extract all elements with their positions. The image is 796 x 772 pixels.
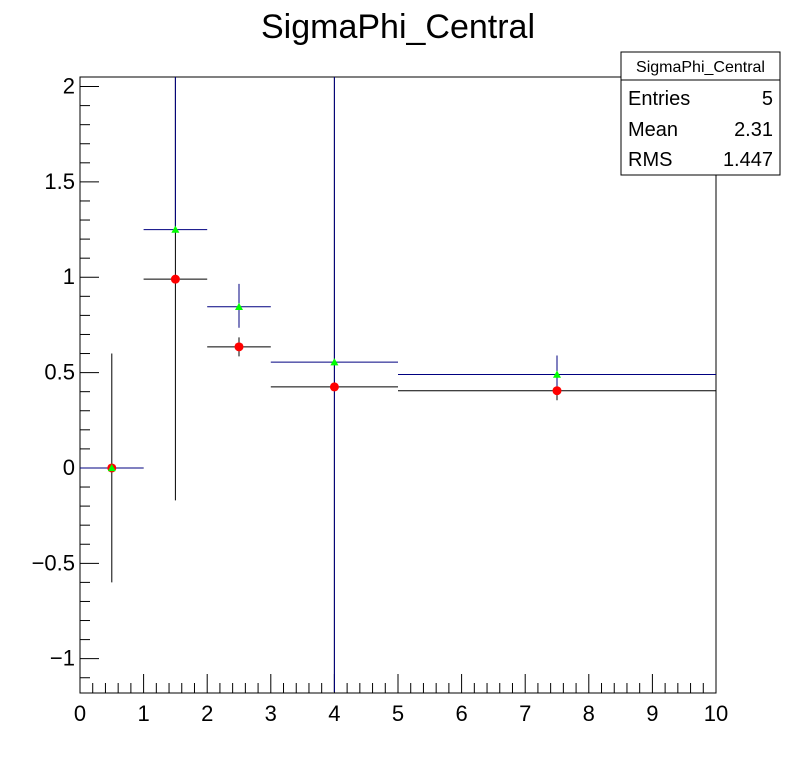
- stats-mean-label: Mean: [628, 119, 678, 141]
- data-point: [553, 370, 561, 378]
- data-point: [330, 358, 339, 366]
- chart-title: SigmaPhi_Central: [261, 8, 535, 46]
- stats-entries-label: Entries: [628, 88, 690, 110]
- y-tick-label: 1.5: [44, 169, 75, 194]
- stats-rms-label: RMS: [628, 149, 672, 171]
- x-tick-label: 4: [328, 701, 340, 726]
- y-tick-label: 1: [63, 264, 75, 289]
- plot-area: [80, 77, 716, 693]
- x-tick-label: 3: [265, 701, 277, 726]
- y-tick-label: −1: [50, 646, 75, 671]
- x-tick-label: 7: [519, 701, 531, 726]
- stats-rms-value: 1.447: [723, 149, 773, 171]
- data-point: [552, 386, 562, 396]
- data-point: [329, 382, 339, 392]
- data-point: [235, 302, 243, 311]
- data-point: [234, 342, 244, 352]
- y-tick-label: 2: [63, 74, 75, 99]
- series-2-markers: [107, 225, 561, 472]
- stats-mean-value: 2.31: [734, 119, 773, 141]
- y-tick-label: 0.5: [44, 360, 75, 385]
- data-point: [107, 463, 116, 472]
- stats-box: SigmaPhi_Central Entries 5 Mean 2.31 RMS…: [620, 51, 781, 176]
- x-tick-label: 9: [646, 701, 658, 726]
- x-tick-label: 6: [455, 701, 467, 726]
- x-tick-label: 2: [201, 701, 213, 726]
- y-tick-label: 0: [63, 455, 75, 480]
- y-tick-label: −0.5: [32, 550, 75, 575]
- y-axis: −1 −0.5 0 0.5 1 1.5 2: [32, 74, 99, 679]
- x-tick-label: 0: [74, 701, 86, 726]
- data-point: [171, 225, 180, 233]
- data-point: [170, 274, 180, 284]
- x-tick-label: 10: [704, 701, 728, 726]
- x-tick-label: 1: [137, 701, 149, 726]
- stats-box-title: SigmaPhi_Central: [636, 59, 765, 76]
- x-tick-label: 5: [392, 701, 404, 726]
- stats-entries-value: 5: [762, 88, 773, 110]
- x-tick-label: 8: [583, 701, 595, 726]
- stats-box-frame: [620, 51, 781, 176]
- x-axis: 0 1 2 3 4 5 6 7 8 9 10: [74, 674, 728, 726]
